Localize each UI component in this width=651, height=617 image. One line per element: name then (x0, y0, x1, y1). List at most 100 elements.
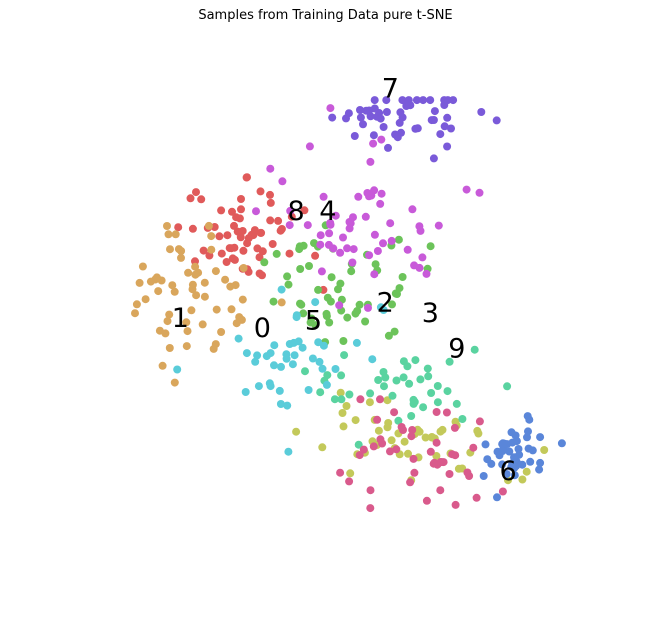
scatter-point-class-4 (354, 440, 363, 449)
scatter-point-class-6 (557, 439, 566, 448)
scatter-point-class-4 (405, 379, 414, 388)
scatter-point-class-3 (297, 300, 306, 309)
scatter-point-class-2 (404, 449, 412, 458)
scatter-point-class-7 (430, 107, 439, 116)
scatter-point-class-1 (164, 230, 173, 239)
scatter-point-class-4 (345, 390, 354, 399)
scatter-point-class-3 (394, 235, 403, 244)
scatter-point-class-8 (369, 139, 378, 148)
scatter-point-class-2 (540, 446, 549, 454)
scatter-point-class-7 (412, 96, 421, 105)
scatter-point-class-9 (369, 442, 378, 451)
scatter-point-class-3 (351, 309, 360, 318)
scatter-point-class-4 (337, 371, 346, 380)
scatter-point-class-3 (314, 285, 323, 294)
scatter-point-class-1 (238, 295, 247, 304)
scatter-point-class-6 (493, 493, 501, 502)
scatter-point-class-8 (325, 229, 334, 238)
scatter-point-class-0 (235, 214, 244, 223)
scatter-point-class-5 (283, 401, 292, 410)
scatter-point-class-4 (433, 382, 442, 390)
scatter-point-class-1 (163, 317, 172, 326)
scatter-point-class-4 (424, 372, 433, 381)
scatter-point-class-0 (222, 258, 231, 266)
scatter-point-class-8 (339, 233, 347, 242)
scatter-point-class-7 (366, 112, 375, 121)
scatter-point-class-9 (345, 477, 354, 486)
scatter-point-class-5 (276, 400, 285, 408)
scatter-point-class-0 (255, 253, 264, 262)
scatter-point-class-0 (227, 244, 236, 253)
cluster-label-8: 8 (288, 196, 305, 227)
scatter-point-class-6 (502, 470, 511, 478)
scatter-point-class-8 (326, 104, 335, 113)
scatter-point-class-5 (284, 447, 293, 456)
cluster-label-0: 0 (254, 313, 271, 344)
scatter-point-class-8 (305, 142, 314, 151)
scatter-point-class-9 (432, 438, 441, 447)
scatter-point-class-0 (268, 240, 277, 248)
scatter-point-class-4 (380, 382, 388, 391)
scatter-point-class-1 (231, 281, 240, 290)
scatter-point-class-7 (429, 154, 438, 163)
scatter-point-class-7 (359, 120, 367, 129)
scatter-point-class-7 (342, 114, 350, 123)
scatter-point-class-0 (174, 223, 183, 232)
scatter-point-class-3 (295, 245, 304, 254)
scatter-point-class-9 (437, 458, 446, 467)
scatter-point-class-8 (316, 240, 325, 249)
scatter-point-class-0 (250, 226, 259, 235)
scatter-point-class-1 (165, 310, 174, 319)
scatter-point-class-1 (187, 306, 196, 315)
scatter-point-class-6 (518, 460, 527, 469)
cluster-label-3: 3 (422, 298, 439, 329)
scatter-point-class-8 (343, 244, 352, 253)
scatter-point-class-4 (392, 376, 401, 385)
scatter-point-class-1 (182, 342, 191, 351)
scatter-point-class-5 (290, 351, 299, 360)
scatter-point-class-5 (254, 382, 263, 391)
scatter-point-class-6 (536, 433, 545, 442)
scatter-point-class-2 (518, 475, 527, 484)
scatter-point-class-4 (323, 371, 332, 380)
scatter-point-class-8 (285, 221, 294, 230)
scatter-point-class-8 (475, 188, 484, 197)
scatter-point-class-8 (366, 157, 375, 166)
scatter-point-class-3 (355, 300, 364, 309)
scatter-point-class-6 (526, 457, 535, 466)
scatter-point-class-1 (165, 344, 174, 352)
scatter-point-class-5 (322, 380, 331, 389)
scatter-point-class-3 (272, 249, 281, 258)
scatter-point-class-8 (316, 231, 325, 240)
scatter-point-class-0 (237, 195, 245, 203)
scatter-point-class-7 (447, 124, 455, 133)
scatter-point-class-2 (292, 427, 301, 436)
scatter-point-class-4 (423, 364, 432, 373)
scatter-point-class-5 (315, 357, 324, 366)
scatter-point-class-8 (370, 270, 379, 279)
scatter-point-class-3 (322, 309, 331, 318)
scatter-point-class-8 (422, 269, 431, 278)
scatter-point-class-5 (241, 388, 250, 396)
scatter-point-class-4 (470, 345, 479, 354)
scatter-point-class-6 (505, 447, 514, 456)
scatter-point-class-0 (266, 190, 274, 199)
scatter-point-class-0 (256, 187, 265, 196)
scatter-point-class-0 (188, 224, 197, 233)
scatter-point-class-3 (260, 258, 269, 267)
scatter-point-class-9 (472, 493, 481, 502)
scatter-point-class-1 (177, 253, 185, 262)
scatter-point-class-9 (451, 500, 460, 509)
scatter-point-class-8 (303, 221, 312, 230)
scatter-point-class-8 (252, 207, 260, 216)
scatter-point-class-7 (443, 113, 452, 122)
scatter-point-class-5 (173, 365, 182, 374)
scatter-point-class-6 (498, 447, 507, 455)
scatter-point-class-2 (351, 416, 360, 425)
scatter-point-class-2 (383, 423, 392, 432)
cluster-label-4: 4 (319, 196, 336, 227)
scatter-point-class-1 (207, 232, 216, 241)
scatter-point-class-9 (410, 468, 419, 477)
cluster-label-7: 7 (382, 73, 399, 104)
